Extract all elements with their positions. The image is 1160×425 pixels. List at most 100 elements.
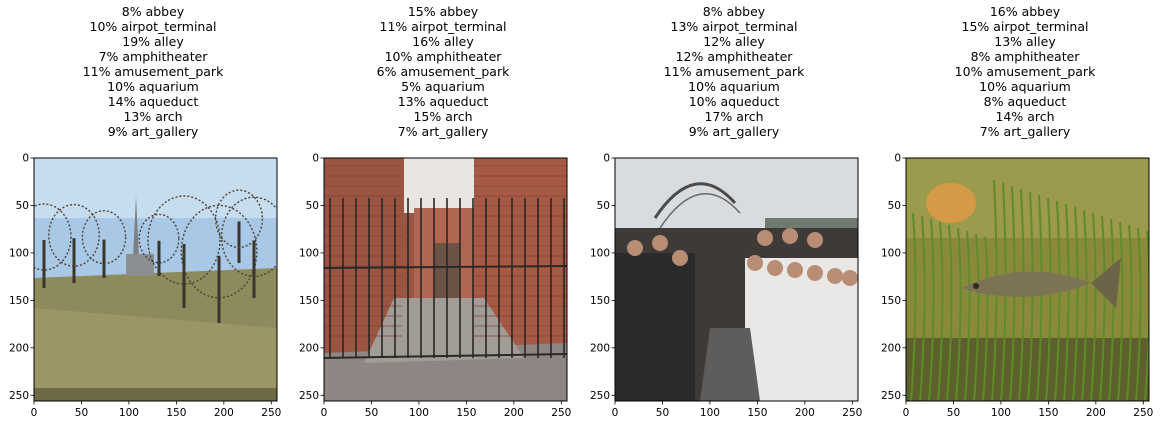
image-park-church [34, 158, 277, 401]
plant-leaf [982, 236, 989, 401]
y-tick-label: 200 [881, 342, 901, 354]
tree-branches [220, 196, 277, 278]
title-line: 14% arch [995, 109, 1055, 124]
plant-leaf [1063, 203, 1070, 401]
x-tick-label: 50 [947, 407, 960, 419]
y-tick-label: 150 [881, 295, 901, 307]
head [827, 268, 843, 284]
title-line: 5% aquarium [401, 79, 485, 94]
plant-leaf [1027, 191, 1034, 401]
head [747, 255, 763, 271]
title-line: 15% airpot_terminal [961, 19, 1089, 34]
subplot-4: 16% abbey 15% airpot_terminal 13% alley 8% … [880, 0, 1160, 425]
plant-leaf [1126, 224, 1133, 401]
title-line: 19% alley [122, 34, 184, 49]
plant-leaf [964, 230, 971, 401]
tree-branches [34, 203, 72, 271]
y-tick-label: 200 [9, 342, 29, 354]
x-tick-label: 200 [795, 407, 815, 419]
title-line: 10% aquarium [688, 79, 780, 94]
plant-leaf [1099, 215, 1106, 401]
x-tick-label: 50 [75, 407, 88, 419]
x-tick-label: 250 [1133, 407, 1153, 419]
plant-leaf [973, 233, 980, 401]
subplot-2: 15% abbey 11% airpot_terminal 16% alley 10%… [298, 0, 588, 425]
x-tick-label: 250 [842, 407, 862, 419]
title-line: 6% amusement_park [376, 64, 510, 79]
axes-frame [905, 157, 1150, 402]
title-line: 13% aqueduct [397, 94, 489, 109]
y-tick-label: 0 [22, 153, 29, 165]
axes-frame [323, 157, 568, 402]
title-line: 7% amphitheater [98, 49, 208, 64]
title-line: 8% aqueduct [983, 94, 1067, 109]
y-tick-label: 200 [299, 342, 319, 354]
plant-leaf [1081, 209, 1088, 401]
y-tick-label: 0 [312, 153, 319, 165]
x-tick-label: 0 [321, 407, 328, 419]
x-tick-label: 150 [1038, 407, 1058, 419]
x-tick-label: 150 [166, 407, 186, 419]
x-tick-label: 150 [456, 407, 476, 419]
tree-branches [180, 204, 258, 299]
y-tick-label: 250 [881, 390, 901, 402]
y-tick-label: 250 [590, 390, 610, 402]
title-line: 7% art_gallery [979, 124, 1071, 139]
image-aquarium-fish [906, 158, 1149, 401]
title-line: 13% alley [994, 34, 1056, 49]
title-line: 10% aquarium [979, 79, 1071, 94]
y-tick-label: 50 [888, 200, 901, 212]
y-tick-label: 0 [894, 153, 901, 165]
y-tick-label: 100 [299, 247, 319, 259]
plant-leaf [1045, 197, 1052, 401]
y-tick-label: 100 [881, 247, 901, 259]
y-tick-label: 50 [16, 200, 29, 212]
subplot-title: 15% abbey 11% airpot_terminal 16% alley 10%… [298, 4, 588, 139]
plant-leaf [1054, 200, 1061, 401]
sky-gap [404, 158, 474, 213]
title-line: 8% abbey [121, 4, 185, 19]
head [807, 265, 823, 281]
catfish-body [961, 271, 1091, 297]
x-tick-label: 0 [612, 407, 619, 419]
head [652, 235, 668, 251]
title-line: 7% art_gallery [397, 124, 489, 139]
tree-branches [138, 213, 180, 264]
title-line: 15% arch [413, 109, 473, 124]
y-tick-label: 150 [9, 295, 29, 307]
plant-leaf [910, 212, 917, 401]
x-tick-label: 100 [409, 407, 429, 419]
y-tick-label: 250 [9, 390, 29, 402]
railing-bottom [324, 353, 567, 359]
x-tick-label: 200 [214, 407, 234, 419]
plant-leaf [937, 221, 944, 401]
image-crowd-rollercoaster [615, 158, 858, 401]
railing-top [324, 265, 567, 269]
title-line: 13% airpot_terminal [670, 19, 798, 34]
grass-shadow [34, 388, 277, 401]
subplot-3: 8% abbey 13% airpot_terminal 12% alley 12% … [589, 0, 879, 425]
title-line: 14% aqueduct [107, 94, 199, 109]
subplot-title: 8% abbey 10% airpot_terminal 19% alley 7% a… [8, 4, 298, 139]
photographers [615, 253, 695, 401]
plant-leaf [1090, 212, 1097, 401]
title-line: 16% alley [412, 34, 474, 49]
church-spire [133, 196, 139, 258]
goldfish [926, 183, 976, 223]
y-tick-label: 200 [590, 342, 610, 354]
x-tick-label: 0 [31, 407, 38, 419]
x-tick-label: 50 [656, 407, 669, 419]
rollercoaster-loop [653, 182, 737, 219]
plant-leaf [1036, 194, 1043, 401]
title-line: 10% amphitheater [384, 49, 502, 64]
head [627, 240, 643, 256]
title-line: 17% arch [704, 109, 764, 124]
sky-haze [34, 158, 277, 218]
tree-branches [147, 195, 221, 285]
x-tick-label: 100 [991, 407, 1011, 419]
title-line: 12% amphitheater [675, 49, 793, 64]
y-tick-label: 100 [9, 247, 29, 259]
y-tick-label: 100 [590, 247, 610, 259]
